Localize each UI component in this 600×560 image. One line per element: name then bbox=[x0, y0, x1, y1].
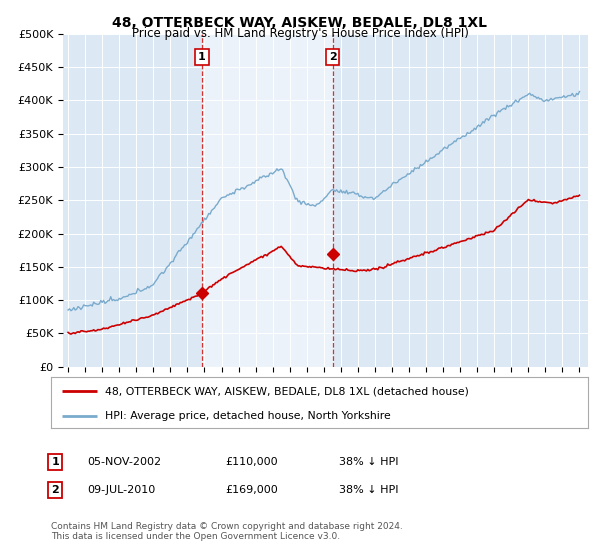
Text: 1: 1 bbox=[52, 457, 59, 467]
Text: 48, OTTERBECK WAY, AISKEW, BEDALE, DL8 1XL (detached house): 48, OTTERBECK WAY, AISKEW, BEDALE, DL8 1… bbox=[105, 386, 469, 396]
Text: £110,000: £110,000 bbox=[225, 457, 278, 467]
Text: £169,000: £169,000 bbox=[225, 485, 278, 495]
Text: 1: 1 bbox=[198, 52, 206, 62]
Text: 38% ↓ HPI: 38% ↓ HPI bbox=[339, 457, 398, 467]
Text: HPI: Average price, detached house, North Yorkshire: HPI: Average price, detached house, Nort… bbox=[105, 410, 391, 421]
Text: 2: 2 bbox=[329, 52, 337, 62]
Text: 09-JUL-2010: 09-JUL-2010 bbox=[87, 485, 155, 495]
Text: 05-NOV-2002: 05-NOV-2002 bbox=[87, 457, 161, 467]
Text: 2: 2 bbox=[52, 485, 59, 495]
Text: 48, OTTERBECK WAY, AISKEW, BEDALE, DL8 1XL: 48, OTTERBECK WAY, AISKEW, BEDALE, DL8 1… bbox=[113, 16, 487, 30]
Text: Price paid vs. HM Land Registry's House Price Index (HPI): Price paid vs. HM Land Registry's House … bbox=[131, 27, 469, 40]
Bar bbox=[202, 34, 332, 367]
Text: 38% ↓ HPI: 38% ↓ HPI bbox=[339, 485, 398, 495]
Text: Contains HM Land Registry data © Crown copyright and database right 2024.
This d: Contains HM Land Registry data © Crown c… bbox=[51, 522, 403, 542]
